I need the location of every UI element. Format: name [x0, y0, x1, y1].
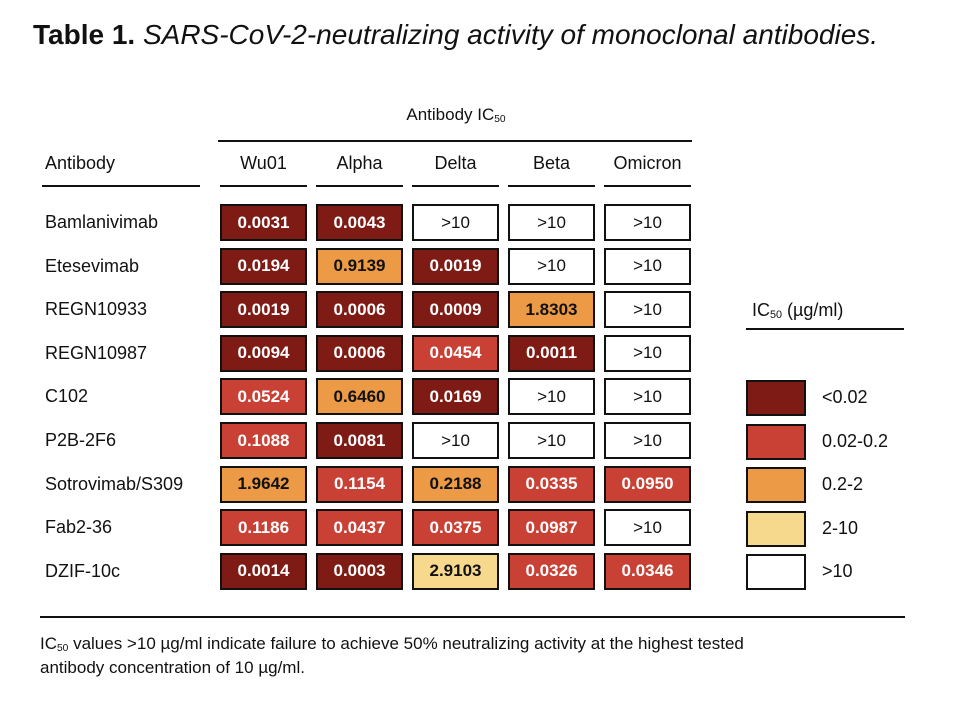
legend-title: IC50 (µg/ml)	[752, 300, 843, 321]
ic50-cell: 1.9642	[220, 465, 307, 503]
table-label: Table 1.	[33, 19, 136, 50]
ic50-cell: >10	[508, 247, 595, 285]
legend-swatch	[746, 423, 806, 460]
ic50-cell: 0.0011	[508, 334, 595, 372]
footnote-prefix: IC	[40, 634, 57, 653]
legend-title-sub: 50	[770, 309, 783, 321]
legend-title-suffix: (µg/ml)	[782, 300, 844, 320]
ic50-cell: 0.0006	[316, 291, 403, 329]
ic50-cell: 0.1154	[316, 465, 403, 503]
antibody-header-rule	[42, 185, 200, 187]
ic50-cell: 1.8303	[508, 291, 595, 329]
footnote-line1-rest: values >10 µg/ml indicate failure to ach…	[68, 634, 744, 653]
ic50-cell: >10	[604, 378, 691, 416]
legend-label: 0.02-0.2	[822, 430, 889, 451]
ic50-cell: 0.0009	[412, 291, 499, 329]
legend-swatch	[746, 467, 806, 504]
table-title: Table 1. SARS-CoV-2-neutralizing activit…	[33, 19, 878, 51]
legend-label: 0.2-2	[822, 474, 864, 495]
ic50-cell: 0.0454	[412, 334, 499, 372]
legend-rule	[746, 328, 904, 330]
ic50-cell: >10	[508, 422, 595, 459]
ic50-cell: 0.0326	[508, 552, 595, 590]
ic50-cell: 0.1088	[220, 422, 307, 459]
ic50-cell: 0.0081	[316, 422, 403, 459]
row-label: Sotrovimab/S309	[45, 473, 184, 494]
column-header-beta: Beta	[532, 153, 571, 173]
row-label: DZIF-10c	[45, 560, 121, 581]
ic50-cell: 0.2188	[412, 465, 499, 503]
column-header-rule	[220, 185, 307, 187]
column-header-delta: Delta	[434, 153, 477, 173]
ic50-cell: >10	[508, 378, 595, 416]
column-header-rule	[508, 185, 595, 187]
legend-label: >10	[822, 561, 853, 582]
ic50-group-header-text: Antibody IC	[406, 105, 495, 124]
row-label: REGN10987	[45, 342, 148, 363]
column-header-omicron: Omicron	[613, 153, 682, 173]
ic50-cell: >10	[604, 422, 691, 459]
ic50-cell: 0.1186	[220, 509, 307, 547]
ic50-cell: 0.9139	[316, 247, 403, 285]
ic50-cell: >10	[604, 509, 691, 547]
legend-title-prefix: IC	[752, 300, 770, 320]
ic50-cell: 0.0169	[412, 378, 499, 416]
ic50-cell: >10	[412, 422, 499, 459]
column-header-wu01: Wu01	[240, 153, 287, 173]
row-label: Bamlanivimab	[45, 212, 159, 232]
table-bottom-rule	[40, 616, 905, 618]
row-label: REGN10933	[45, 299, 148, 320]
ic50-cell: 0.0014	[220, 552, 307, 590]
ic50-cell: 0.0375	[412, 509, 499, 547]
ic50-cell: 2.9103	[412, 552, 499, 590]
legend-label: 2-10	[822, 517, 859, 538]
ic50-cell: 0.0987	[508, 509, 595, 547]
ic50-cell: >10	[412, 204, 499, 241]
ic50-cell: 0.0031	[220, 204, 307, 241]
footnote: IC50 values >10 µg/ml indicate failure t…	[40, 632, 920, 680]
column-header-rule	[604, 185, 691, 187]
ic50-cell: 0.0043	[316, 204, 403, 241]
antibody-column-header: Antibody	[45, 153, 116, 173]
ic50-cell: >10	[604, 204, 691, 241]
row-label: C102	[45, 386, 89, 407]
ic50-cell: 0.0335	[508, 465, 595, 503]
ic50-cell: 0.0950	[604, 465, 691, 503]
legend-label: <0.02	[822, 387, 868, 407]
ic50-cell: 0.0524	[220, 378, 307, 416]
legend-swatch	[746, 554, 806, 591]
row-label: Fab2-36	[45, 517, 113, 538]
row-label: Etesevimab	[45, 255, 140, 276]
ic50-cell: >10	[604, 334, 691, 372]
ic50-cell: 0.0019	[412, 247, 499, 285]
table-caption: SARS-CoV-2-neutralizing activity of mono…	[142, 19, 879, 50]
ic50-group-header-sub: 50	[494, 114, 506, 125]
ic50-cell: 0.0003	[316, 552, 403, 590]
ic50-cell: 0.6460	[316, 378, 403, 416]
ic50-cell: 0.0006	[316, 334, 403, 372]
footnote-sub: 50	[57, 643, 69, 654]
ic50-cell: 0.0094	[220, 334, 307, 372]
column-header-rule	[412, 185, 499, 187]
ic50-cell: 0.0194	[220, 247, 307, 285]
column-header-rule	[316, 185, 403, 187]
ic50-group-header: Antibody IC50	[220, 105, 692, 125]
group-header-rule	[218, 140, 692, 142]
ic50-cell: 0.0346	[604, 552, 691, 590]
ic50-cell: 0.0019	[220, 291, 307, 329]
ic50-cell: >10	[604, 291, 691, 329]
ic50-cell: >10	[604, 247, 691, 285]
footnote-line-1: IC50 values >10 µg/ml indicate failure t…	[40, 632, 920, 656]
legend-swatch	[746, 510, 806, 547]
footnote-line-2: antibody concentration of 10 µg/ml.	[40, 658, 305, 677]
legend-swatch	[746, 380, 806, 416]
column-header-alpha: Alpha	[336, 153, 383, 173]
ic50-cell: 0.0437	[316, 509, 403, 547]
row-label: P2B-2F6	[45, 430, 117, 450]
ic50-cell: >10	[508, 204, 595, 241]
